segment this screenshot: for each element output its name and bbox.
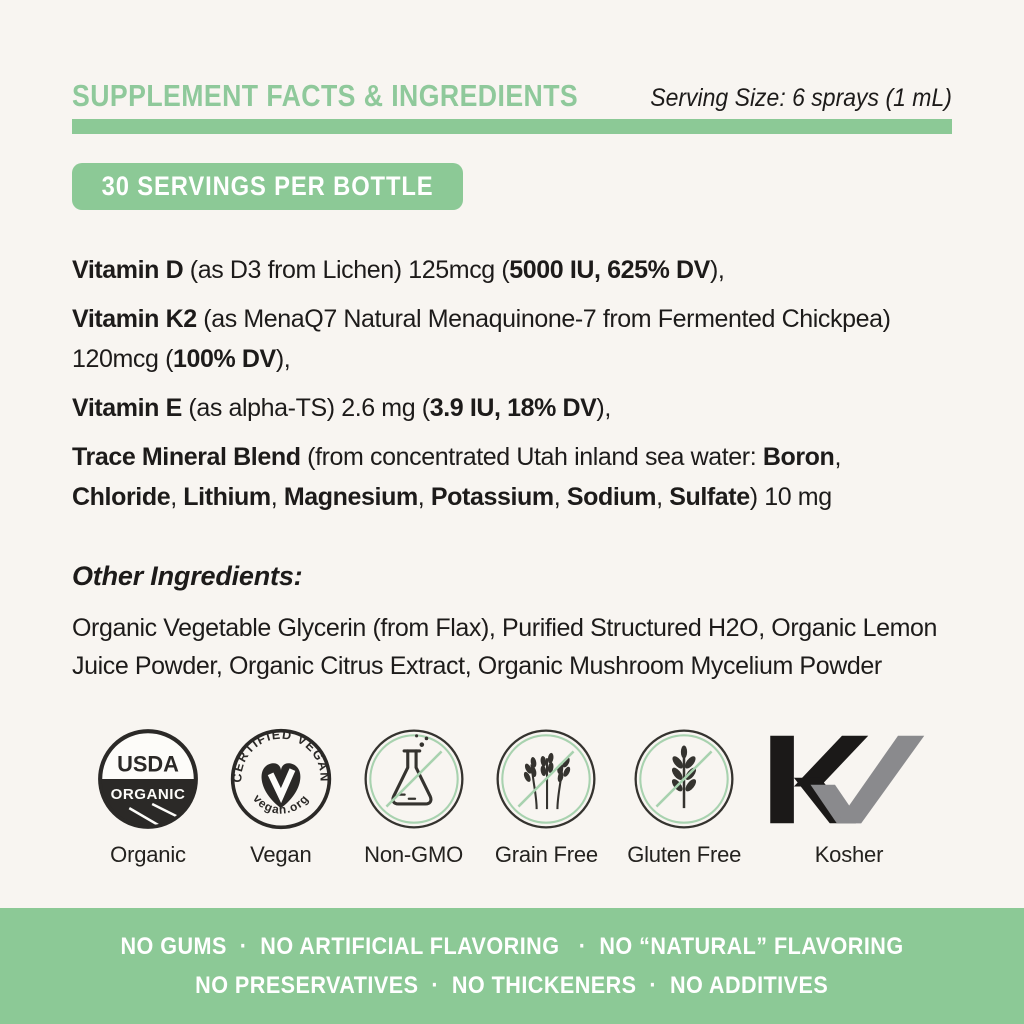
badge-label-non-gmo: Non-GMO (364, 842, 464, 867)
panel-content: SUPPLEMENT FACTS & INGREDIENTS Serving S… (0, 74, 1024, 868)
fact-line-vitamin-k2: Vitamin K2 (as MenaQ7 Natural Menaquinon… (72, 305, 891, 373)
badge-gluten-free: Gluten Free (627, 727, 741, 868)
servings-per-bottle-badge: 30 SERVINGS PER BOTTLE (72, 163, 463, 210)
fact-line-trace-mineral-blend: Trace Mineral Blend (from concentrated U… (72, 443, 841, 511)
grain-free-icon (496, 729, 596, 829)
header-underline-bar (72, 119, 952, 134)
badge-kosher: Kosher (770, 727, 928, 868)
usda-seal-top-text: USDA (117, 752, 179, 777)
banner-line-2: NO PRESERVATIVES · NO THICKENERS · NO AD… (195, 971, 829, 999)
badge-grain-free: Grain Free (494, 727, 598, 868)
servings-per-bottle-label: 30 SERVINGS PER BOTTLE (101, 171, 434, 201)
page-title: SUPPLEMENT FACTS & INGREDIENTS (72, 78, 579, 113)
banner-line-1: NO GUMS · NO ARTIFICIAL FLAVORING · NO “… (120, 932, 904, 960)
non-gmo-flask-icon (364, 729, 464, 829)
badge-label-vegan: Vegan (250, 842, 312, 867)
usda-organic-icon: USDA ORGANIC (98, 729, 198, 829)
certification-badges-row: USDA ORGANIC Organic CERTIFIE (72, 727, 952, 868)
certified-vegan-icon: CERTIFIED VEGAN vegan.org (230, 728, 331, 830)
badge-non-gmo: Non-GMO (362, 727, 466, 868)
ingredient-facts: Vitamin D (as D3 from Lichen) 125mcg (50… (72, 250, 952, 517)
serving-size-text: Serving Size: 6 sprays (1 mL) (650, 84, 952, 112)
fact-line-vitamin-e: Vitamin E (as alpha-TS) 2.6 mg (3.9 IU, … (72, 394, 611, 422)
badge-label-organic: Organic (110, 842, 186, 867)
kosher-kv-icon (770, 735, 925, 823)
badge-label-gluten-free: Gluten Free (627, 842, 742, 867)
badge-label-grain-free: Grain Free (494, 842, 598, 867)
badge-vegan: CERTIFIED VEGAN vegan.org Vegan (229, 727, 333, 868)
other-ingredients-heading: Other Ingredients: (72, 561, 303, 591)
badge-label-kosher: Kosher (814, 842, 884, 867)
gluten-free-icon (634, 729, 734, 829)
no-additives-banner: NO GUMS · NO ARTIFICIAL FLAVORING · NO “… (0, 908, 1024, 1024)
badge-organic: USDA ORGANIC Organic (96, 727, 200, 868)
usda-seal-bottom-text: ORGANIC (111, 786, 186, 803)
fact-line-vitamin-d: Vitamin D (as D3 from Lichen) 125mcg (50… (72, 256, 725, 284)
header: SUPPLEMENT FACTS & INGREDIENTS Serving S… (72, 74, 952, 114)
other-ingredients-text: Organic Vegetable Glycerin (from Flax), … (72, 614, 938, 680)
